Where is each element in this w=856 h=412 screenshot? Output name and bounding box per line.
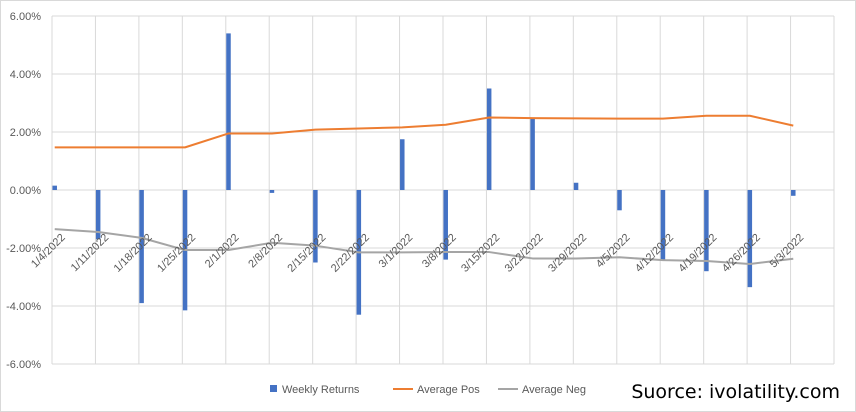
weekly-return-bar xyxy=(660,190,666,260)
weekly-return-bar xyxy=(139,190,144,304)
average-neg-line xyxy=(54,228,794,265)
legend: Weekly Returns Average Pos Average Neg xyxy=(270,384,586,396)
legend-swatch-bar xyxy=(270,385,277,392)
source-note: Suorce: ivolatility.com xyxy=(631,381,840,403)
y-tick-label: 0.00% xyxy=(10,185,41,197)
weekly-return-bar xyxy=(226,33,231,191)
weekly-return-bar xyxy=(95,190,101,240)
weekly-return-bar xyxy=(443,190,448,260)
weekly-return-bar xyxy=(704,190,709,272)
weekly-return-bar xyxy=(52,185,57,190)
weekly-return-bar xyxy=(617,190,622,211)
average-lines xyxy=(54,114,794,265)
weekly-return-bar xyxy=(269,190,275,193)
y-tick-label: -2.00% xyxy=(6,243,41,255)
y-axis-tick-labels: 6.00% 4.00% 2.00% 0.00% -2.00% -4.00% -6.00% xyxy=(6,11,41,371)
weekly-return-bar xyxy=(747,190,753,288)
y-tick-label: 2.00% xyxy=(10,127,41,139)
y-tick-label: -4.00% xyxy=(6,301,41,313)
weekly-return-bar xyxy=(486,88,492,190)
legend-label: Average Pos xyxy=(417,384,480,396)
y-tick-label: -6.00% xyxy=(6,359,41,371)
weekly-return-bar xyxy=(313,190,318,263)
average-pos-line xyxy=(54,114,794,149)
y-tick-label: 4.00% xyxy=(10,69,41,81)
weekly-return-bar xyxy=(400,139,405,190)
legend-label: Weekly Returns xyxy=(282,384,360,396)
legend-label: Average Neg xyxy=(522,384,586,396)
weekly-return-bar xyxy=(791,190,796,196)
weekly-return-bar xyxy=(530,118,535,190)
weekly-return-bar xyxy=(573,182,579,190)
y-tick-label: 6.00% xyxy=(10,11,41,23)
